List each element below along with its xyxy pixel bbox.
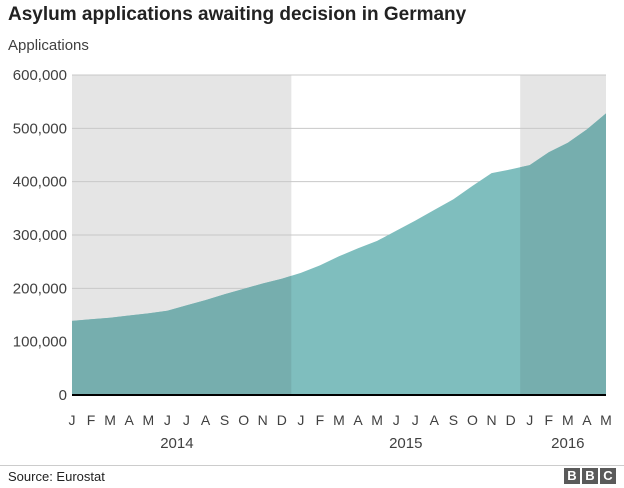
x-tick-label: D xyxy=(277,412,287,428)
x-tick-label: N xyxy=(258,412,268,428)
bbc-logo-block: B xyxy=(564,468,580,484)
x-tick-label: N xyxy=(487,412,497,428)
x-tick-label: A xyxy=(201,412,211,428)
year-label: 2016 xyxy=(551,435,584,452)
x-tick-label: F xyxy=(87,412,96,428)
x-tick-label: A xyxy=(430,412,440,428)
x-tick-label: M xyxy=(371,412,383,428)
x-tick-label: F xyxy=(545,412,554,428)
x-tick-label: J xyxy=(183,412,190,428)
bbc-logo-block: C xyxy=(600,468,616,484)
footer-divider xyxy=(0,465,624,466)
y-tick-label: 600,000 xyxy=(13,67,67,84)
x-tick-label: M xyxy=(142,412,154,428)
area-chart: 0 100,000 200,000 300,000 400,000 500,000 600,… xyxy=(13,67,612,452)
y-tick-label: 300,000 xyxy=(13,227,67,244)
x-tick-label: M xyxy=(104,412,116,428)
x-tick-label: D xyxy=(506,412,516,428)
y-tick-label: 400,000 xyxy=(13,174,67,191)
x-tick-label: M xyxy=(600,412,612,428)
bbc-logo-block: B xyxy=(582,468,598,484)
y-tick-label: 100,000 xyxy=(13,334,67,351)
x-tick-label: O xyxy=(467,412,478,428)
x-tick-label: J xyxy=(69,412,76,428)
x-tick-label: S xyxy=(220,412,229,428)
area-series-shaded xyxy=(72,275,292,395)
year-label: 2015 xyxy=(389,435,422,452)
y-tick-label: 500,000 xyxy=(13,120,67,137)
x-tick-label: S xyxy=(449,412,458,428)
x-tick-label: J xyxy=(526,412,533,428)
x-tick-label: F xyxy=(316,412,325,428)
y-tick-label: 0 xyxy=(59,387,67,404)
x-tick-label: A xyxy=(353,412,363,428)
x-tick-label: A xyxy=(582,412,592,428)
y-axis-label: Applications xyxy=(8,37,89,54)
x-tick-label: M xyxy=(562,412,574,428)
x-tick-label: J xyxy=(164,412,171,428)
x-tick-label: A xyxy=(125,412,135,428)
x-tick-label: J xyxy=(412,412,419,428)
x-tick-label: M xyxy=(333,412,345,428)
source-note: Source: Eurostat xyxy=(8,469,105,484)
y-tick-label: 200,000 xyxy=(13,280,67,297)
chart-title: Asylum applications awaiting decision in… xyxy=(8,4,467,25)
year-label: 2014 xyxy=(160,435,193,452)
x-tick-label: O xyxy=(238,412,249,428)
x-tick-label: J xyxy=(393,412,400,428)
area-series-shaded xyxy=(520,113,606,395)
x-tick-label: J xyxy=(297,412,304,428)
